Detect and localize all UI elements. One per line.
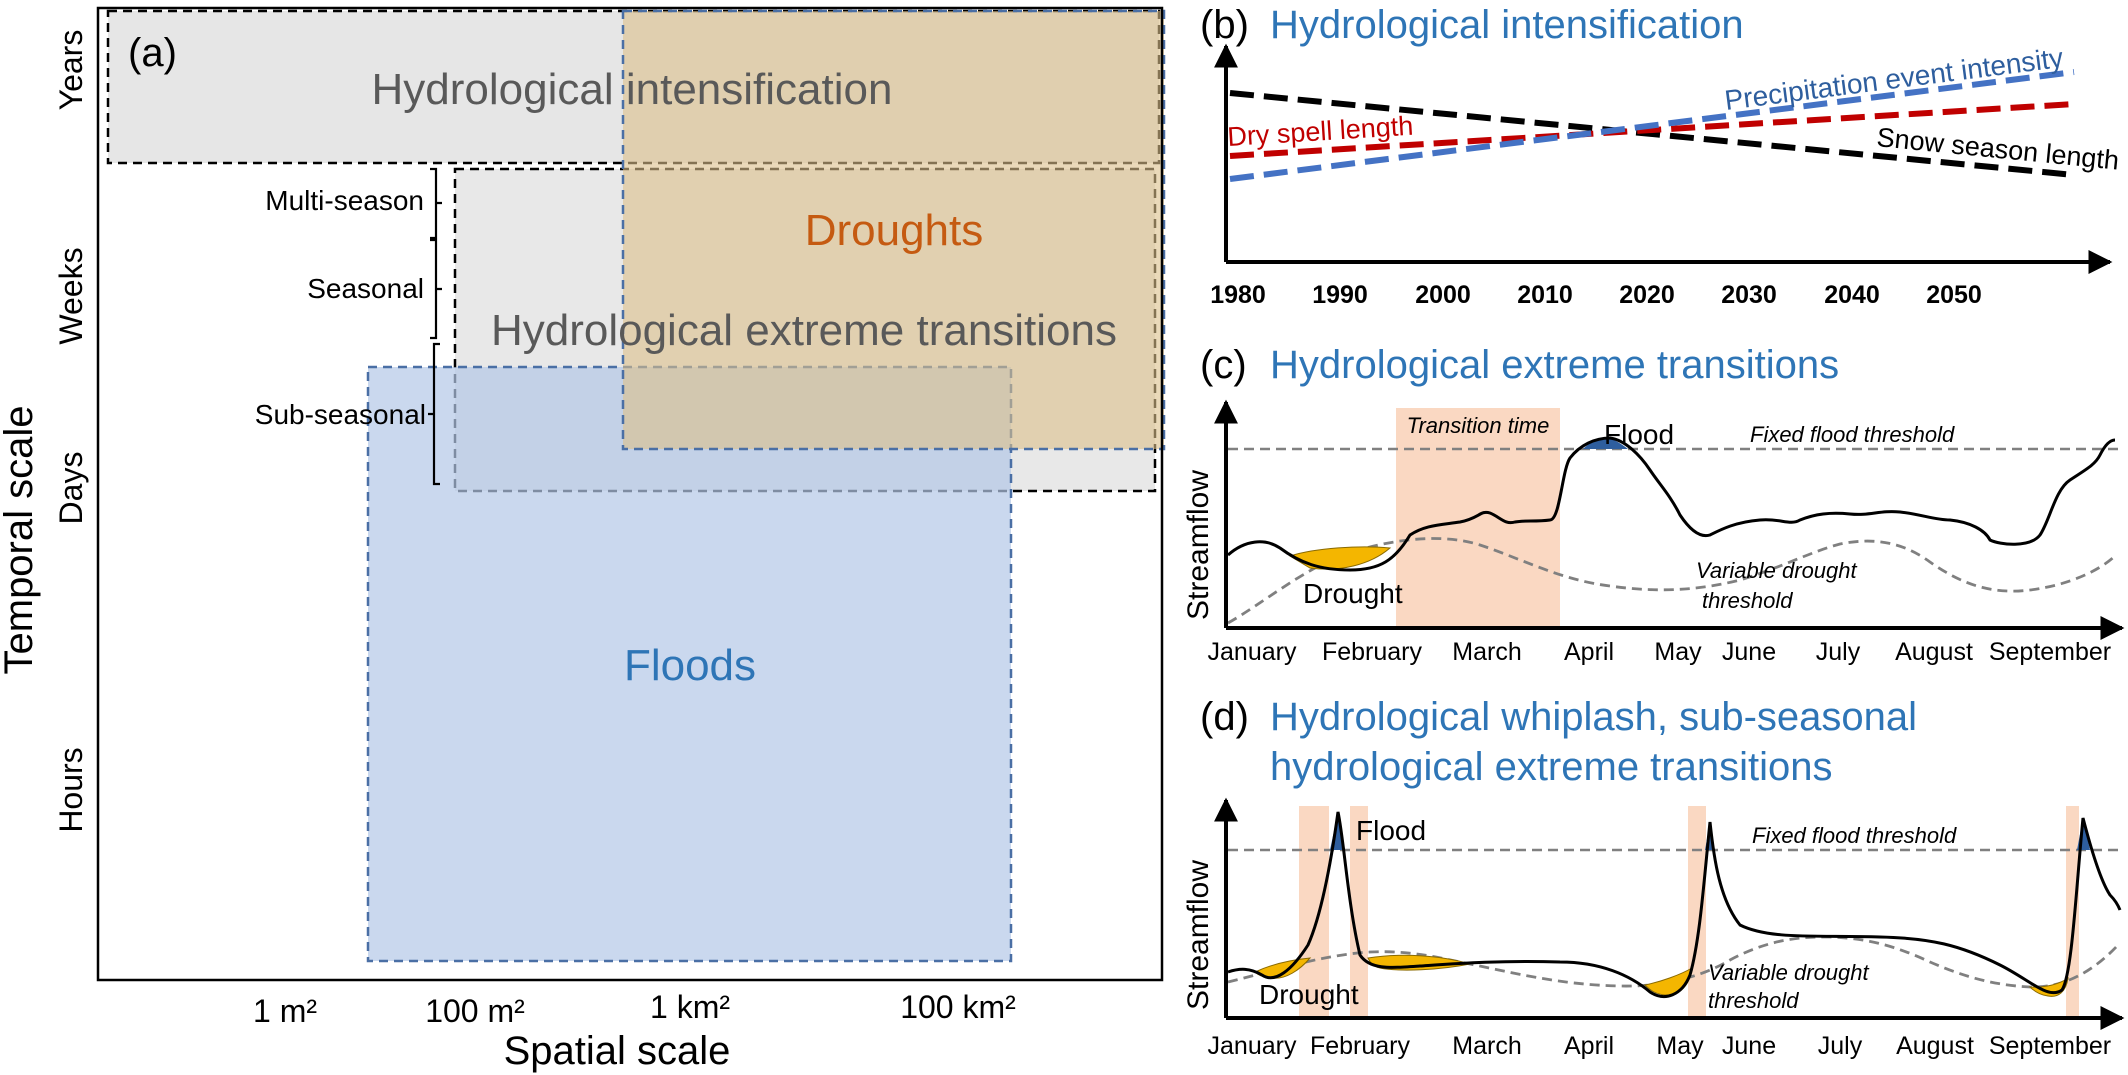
bracket-multi-season: Multi-season xyxy=(265,185,424,216)
d-month-jul: July xyxy=(1818,1032,1863,1060)
y-tick-days: Days xyxy=(53,452,89,525)
c-flood-threshold-label: Fixed flood threshold xyxy=(1750,422,1955,447)
b-tick-1980: 1980 xyxy=(1210,281,1266,309)
x-tick-1m2: 1 m² xyxy=(253,993,317,1029)
label-floods: Floods xyxy=(624,641,756,690)
b-tick-2010: 2010 xyxy=(1517,281,1573,309)
d-drought-threshold-label-1: Variable drought xyxy=(1708,960,1870,985)
d-band-1b xyxy=(1350,806,1368,1016)
panel-a-frame xyxy=(96,6,1164,982)
c-month-sep: September xyxy=(1989,638,2111,666)
panel-d-tag: (d) xyxy=(1200,695,1249,739)
panel-d-title-line-2: hydrological extreme transitions xyxy=(1270,745,1832,789)
d-drought-threshold xyxy=(1227,935,2120,989)
c-month-apr: April xyxy=(1564,638,1614,666)
d-streamflow xyxy=(1227,811,2122,998)
season-brackets xyxy=(428,167,442,486)
y-tick-weeks: Weeks xyxy=(53,247,89,344)
transition-band xyxy=(1396,408,1560,628)
c-streamflow xyxy=(1227,436,2116,572)
x-tick-100km2: 100 km² xyxy=(900,989,1016,1025)
d-month-aug: August xyxy=(1896,1032,1974,1060)
d-month-apr: April xyxy=(1564,1032,1614,1060)
d-month-jan: January xyxy=(1208,1032,1297,1060)
bracket-seasonal: Seasonal xyxy=(307,273,424,304)
line-snow xyxy=(1229,90,2075,178)
panel-a: (a) Hydrological intensification Drought… xyxy=(0,6,1166,1073)
panel-b-tag: (b) xyxy=(1200,3,1249,47)
panel-b: (b) Hydrological intensification Dry spe… xyxy=(1200,3,2120,309)
c-month-may: May xyxy=(1654,638,1702,666)
c-month-jan: January xyxy=(1208,638,1297,666)
region-floods xyxy=(366,365,1013,963)
y-tick-years: Years xyxy=(53,30,89,111)
label-transitions: Hydrological extreme transitions xyxy=(491,306,1117,355)
b-tick-2050: 2050 xyxy=(1926,281,1982,309)
panel-c-tag: (c) xyxy=(1200,343,1247,387)
b-tick-2040: 2040 xyxy=(1824,281,1880,309)
d-drought-label: Drought xyxy=(1259,979,1359,1010)
c-flood-label: Flood xyxy=(1604,419,1674,450)
panel-b-x-ticks: 1980 1990 2000 2010 2020 2030 2040 2050 xyxy=(1210,281,1982,309)
b-tick-1990: 1990 xyxy=(1312,281,1368,309)
d-month-sep: September xyxy=(1989,1032,2111,1060)
d-flood-label: Flood xyxy=(1356,815,1426,846)
y-tick-hours: Hours xyxy=(53,747,89,832)
d-ylabel: Streamflow xyxy=(1182,860,1215,1010)
c-month-mar: March xyxy=(1452,638,1521,666)
label-droughts: Droughts xyxy=(805,206,984,255)
panel-c-title: Hydrological extreme transitions xyxy=(1270,343,1839,387)
c-month-aug: August xyxy=(1895,638,1973,666)
panel-d-title-line-1: Hydrological whiplash, sub-seasonal xyxy=(1270,695,1917,739)
c-month-jun: June xyxy=(1722,638,1776,666)
panel-d-months: January February March April May June Ju… xyxy=(1208,1032,2112,1060)
region-droughts xyxy=(621,9,1166,451)
y-axis-title: Temporal scale xyxy=(0,405,41,674)
c-drought-threshold-label-1: Variable drought xyxy=(1696,558,1858,583)
panel-c-months: January February March April May June Ju… xyxy=(1208,638,2112,666)
d-month-feb: February xyxy=(1310,1032,1411,1060)
d-month-may: May xyxy=(1656,1032,1704,1060)
panel-a-tag: (a) xyxy=(128,31,177,75)
line-dry xyxy=(1229,101,2075,159)
b-tick-2000: 2000 xyxy=(1415,281,1471,309)
d-band-2 xyxy=(1688,806,1706,1016)
b-tick-2020: 2020 xyxy=(1619,281,1675,309)
bracket-sub-seasonal: Sub-seasonal xyxy=(255,399,426,430)
label-intensification: Hydrological intensification xyxy=(372,65,893,114)
transition-label: Transition time xyxy=(1407,413,1550,438)
d-month-mar: March xyxy=(1452,1032,1521,1060)
d-drought-fills xyxy=(1254,954,2069,997)
d-drought-fill-3 xyxy=(1643,967,1693,996)
d-drought-threshold-label-2: threshold xyxy=(1708,988,1799,1013)
panel-b-title: Hydrological intensification xyxy=(1270,3,1744,47)
c-drought-threshold-label-2: threshold xyxy=(1702,588,1793,613)
c-ylabel: Streamflow xyxy=(1182,470,1215,620)
d-band-1a xyxy=(1299,806,1329,1016)
panel-d: (d) Hydrological whiplash, sub-seasonal … xyxy=(1182,695,2125,1060)
x-tick-100m2: 100 m² xyxy=(425,993,525,1029)
d-band-3 xyxy=(2066,806,2079,1016)
panel-c: (c) Hydrological extreme transitions Tra… xyxy=(1182,343,2125,666)
c-drought-label: Drought xyxy=(1303,578,1403,609)
x-tick-1km2: 1 km² xyxy=(650,989,730,1025)
c-month-jul: July xyxy=(1816,638,1861,666)
d-month-jun: June xyxy=(1722,1032,1776,1060)
c-month-feb: February xyxy=(1322,638,1423,666)
d-flood-threshold-label: Fixed flood threshold xyxy=(1752,823,1957,848)
line-precip xyxy=(1229,69,2075,182)
b-tick-2030: 2030 xyxy=(1721,281,1777,309)
x-axis-title: Spatial scale xyxy=(504,1029,731,1073)
